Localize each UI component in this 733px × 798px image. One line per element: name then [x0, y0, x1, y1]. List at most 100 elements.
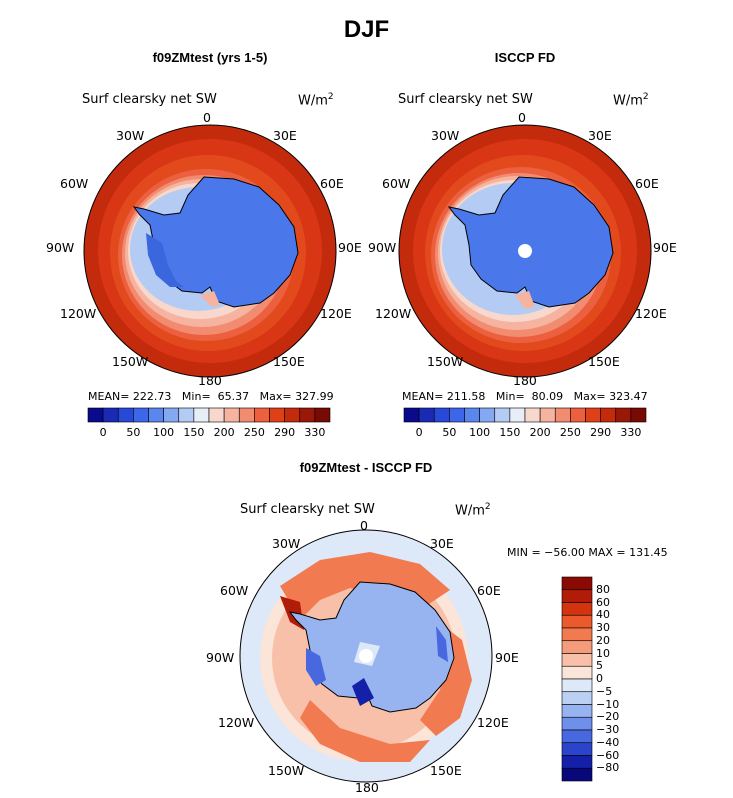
lon-label-90w-obs: 90W	[368, 240, 397, 255]
colorbar-model-swatch	[299, 407, 316, 423]
variable-label-diff: Surf clearsky net SW	[240, 502, 375, 517]
colorbar-diff-swatch	[561, 767, 593, 782]
units-label-model: W/m2	[298, 92, 334, 109]
colorbar-obs-swatch	[494, 407, 511, 423]
colorbar-diff-tick-label: 20	[596, 633, 610, 647]
colorbar-obs-swatch	[433, 407, 450, 423]
colorbar-model-tick-label: 200	[213, 426, 235, 439]
lon-label-60e-obs: 60E	[635, 176, 659, 191]
colorbar-obs-swatch	[464, 407, 480, 423]
colorbar-model-tick-label: 290	[274, 426, 296, 439]
colorbar-model-swatch	[314, 407, 331, 423]
variable-label-obs: Surf clearsky net SW	[398, 92, 533, 107]
lon-label-90w-diff: 90W	[206, 650, 235, 665]
colorbar-diff-swatch	[561, 602, 593, 616]
colorbar-model-swatch	[208, 407, 225, 423]
panel-title-model: f09ZMtest (yrs 1-5)	[152, 50, 268, 65]
colorbar-obs-tick-label: 290	[590, 426, 612, 439]
lon-label-120e: 120E	[320, 306, 352, 321]
colorbar-obs-swatch	[630, 407, 647, 423]
colorbar-model-swatch	[284, 407, 301, 423]
lon-label-90e-diff: 90E	[495, 650, 519, 665]
lon-label-60w: 60W	[60, 176, 89, 191]
lon-label-150e-obs: 150E	[588, 354, 620, 369]
colorbar-model-swatch	[178, 407, 195, 423]
lon-label-120w-obs: 120W	[375, 306, 412, 321]
colorbar-obs-swatch	[600, 407, 617, 423]
lon-label-120e-diff: 120E	[477, 715, 509, 730]
colorbar-diff-swatch	[561, 755, 593, 769]
colorbar-model-swatch	[163, 407, 180, 423]
colorbar-obs-swatch	[509, 407, 526, 423]
colorbar-obs-tick-label: 200	[529, 426, 551, 439]
lon-label-0: 0	[203, 110, 211, 125]
colorbar-diff-swatch	[561, 729, 593, 744]
colorbar-model-tick-label: 150	[183, 426, 205, 439]
polar-map-diff	[239, 529, 493, 783]
colorbar-diff-tick-label: −10	[596, 697, 620, 711]
colorbar-model-tick-label: 250	[243, 426, 265, 439]
colorbar-obs-tick-label: 150	[499, 426, 521, 439]
colorbar-model-swatch	[102, 407, 119, 423]
colorbar-diff-swatch	[561, 627, 593, 642]
colorbar-diff-swatch	[561, 691, 593, 705]
colorbar-diff-tick-label: 0	[596, 672, 603, 685]
colorbar-model-tick-label: 330	[304, 426, 326, 439]
lon-label-150w-obs: 150W	[427, 354, 464, 369]
colorbar-diff-tick-label: 5	[596, 659, 603, 673]
colorbar-obs	[403, 407, 647, 423]
colorbar-obs-swatch	[570, 407, 586, 423]
colorbar-diff-tick-label: −80	[596, 761, 620, 775]
colorbar-diff-tick-label: −60	[596, 748, 620, 762]
colorbar-model-swatch	[223, 407, 240, 423]
colorbar-obs-tick-label: 250	[559, 426, 581, 439]
colorbar-diff-tick-label: −30	[596, 723, 620, 736]
colorbar-diff-swatch	[561, 742, 593, 756]
lon-label-120w-diff: 120W	[218, 715, 255, 730]
colorbar-model-tick-label: 50	[126, 426, 141, 439]
colorbar-model	[87, 407, 331, 423]
colorbar-model-swatch	[133, 407, 149, 423]
lon-label-60e: 60E	[320, 176, 344, 191]
colorbar-ticks-obs: 0 50 100 150 200 250 290 330	[404, 426, 646, 442]
polar-map-model	[83, 124, 337, 378]
lon-label-30w-obs: 30W	[431, 128, 460, 143]
colorbar-model-tick-label: 100	[153, 426, 175, 439]
colorbar-model-swatch	[193, 407, 210, 423]
stats-obs: MEAN= 211.58 Min= 80.09 Max= 323.47	[402, 390, 648, 403]
lon-label-150w: 150W	[112, 354, 149, 369]
colorbar-obs-tick-label: 0	[415, 426, 423, 439]
colorbar-model-tick-label: 0	[99, 426, 107, 439]
colorbar-diff-tick-label: −5	[596, 684, 613, 698]
colorbar-obs-swatch	[585, 407, 601, 423]
colorbar-diff	[561, 576, 593, 782]
colorbar-diff-tick-label: −20	[596, 710, 620, 724]
units-label-diff: W/m2	[455, 502, 491, 519]
colorbar-obs-swatch	[524, 407, 541, 423]
lon-label-150e-diff: 150E	[430, 763, 462, 778]
lon-label-30e-diff: 30E	[430, 536, 454, 551]
lon-label-90e: 90E	[338, 240, 362, 255]
lon-label-60e-diff: 60E	[477, 583, 501, 598]
colorbar-ticks-diff: 80 60 40 30 20 10 5 0 −5 −10 −20 −30 −40 −60 −80	[596, 577, 636, 781]
colorbar-model-swatch	[117, 407, 134, 423]
lon-label-60w-diff: 60W	[220, 583, 249, 598]
colorbar-diff-swatch	[561, 716, 593, 731]
lon-label-30w: 30W	[116, 128, 145, 143]
colorbar-diff-tick-label: 10	[596, 646, 610, 660]
units-label-obs: W/m2	[613, 92, 649, 109]
lon-label-30w-diff: 30W	[272, 536, 301, 551]
lon-label-60w-obs: 60W	[382, 176, 411, 191]
lon-label-180-obs: 180	[513, 373, 537, 388]
colorbar-obs-swatch	[449, 407, 465, 423]
colorbar-diff-tick-label: −40	[596, 735, 620, 749]
variable-label-model: Surf clearsky net SW	[82, 92, 217, 107]
colorbar-ticks-model: 0 50 100 150 200 250 290 330	[88, 426, 330, 442]
lon-label-180-diff: 180	[355, 780, 379, 795]
colorbar-diff-swatch	[561, 653, 593, 667]
colorbar-diff-tick-label: 40	[596, 608, 610, 622]
lon-label-0-obs: 0	[518, 110, 526, 125]
colorbar-model-swatch	[254, 407, 270, 423]
polar-map-obs	[398, 124, 652, 378]
colorbar-obs-swatch	[403, 407, 420, 423]
